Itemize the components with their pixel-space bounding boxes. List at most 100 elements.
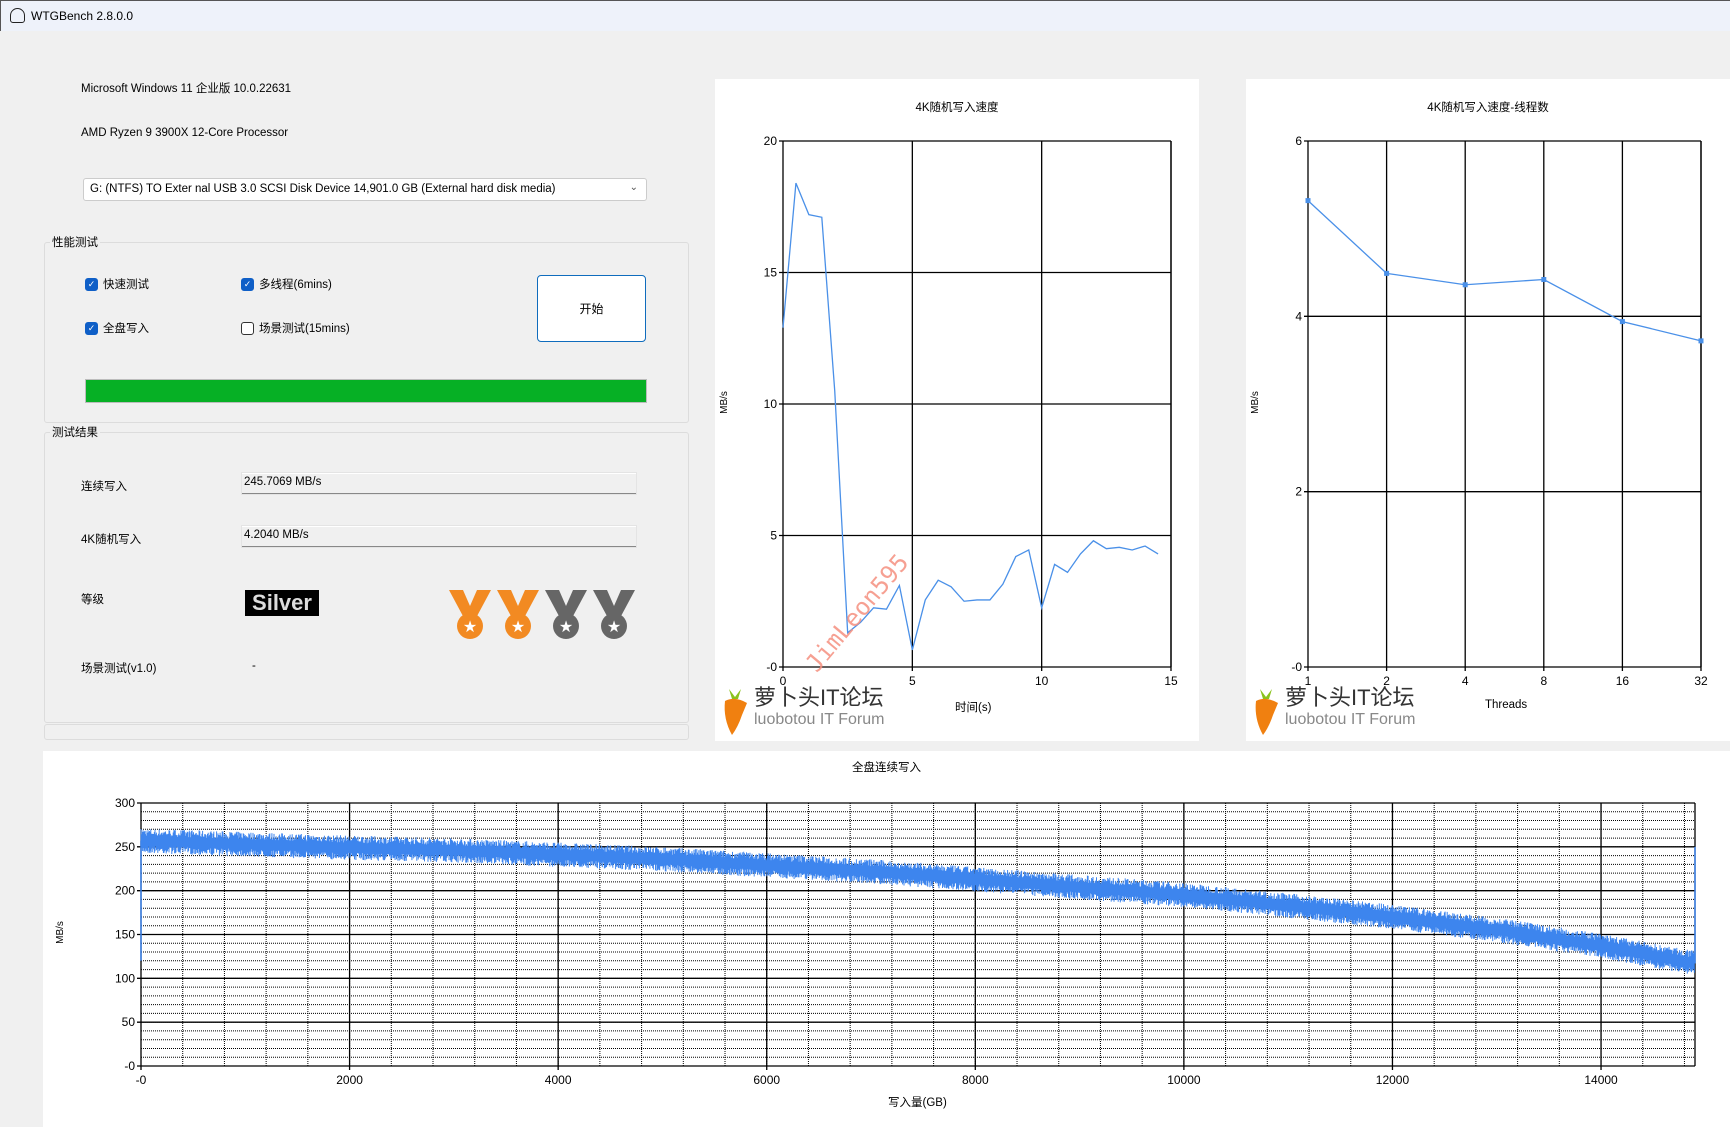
- rand4k-write-field[interactable]: 4.2040 MB/s: [242, 526, 636, 547]
- y-axis-label: MB/s: [1249, 391, 1261, 414]
- empty-group: [44, 724, 689, 740]
- data-point: [1698, 338, 1704, 344]
- medal-icon: ★: [545, 590, 587, 639]
- y-tick-label: -0: [124, 1059, 135, 1073]
- x-tick-label: 15: [1164, 674, 1178, 688]
- scenario-label: 场景测试(v1.0): [81, 663, 157, 675]
- series-line: [782, 182, 1159, 651]
- x-axis-label: Threads: [1485, 699, 1528, 711]
- rand4k-write-label: 4K随机写入: [81, 534, 142, 546]
- x-axis-label: 时间(s): [955, 702, 992, 714]
- y-tick-label: -0: [1291, 660, 1302, 674]
- y-axis-label: MB/s: [54, 921, 66, 944]
- y-tick-label: 15: [764, 266, 778, 280]
- x-tick-label: 1: [1305, 674, 1312, 688]
- chart-title: 4K随机写入速度-线程数: [1427, 102, 1549, 114]
- series-band: [140, 829, 1695, 974]
- x-tick-label: 32: [1694, 674, 1708, 688]
- window-title: WTGBench 2.8.0.0: [31, 9, 134, 23]
- logo-text-cn: 萝卜头IT论坛: [1285, 685, 1415, 710]
- data-point: [1541, 277, 1547, 283]
- y-tick-label: 150: [115, 928, 135, 942]
- logo-text-en: luobotou IT Forum: [1285, 711, 1416, 728]
- seq-write-field[interactable]: 245.7069 MB/s: [242, 473, 636, 494]
- checkbox-label: 快速测试: [103, 279, 149, 291]
- y-axis-label: MB/s: [718, 391, 730, 414]
- checkbox-box[interactable]: [241, 321, 254, 335]
- y-tick-label: 200: [115, 884, 135, 898]
- x-tick-label: 10000: [1167, 1073, 1201, 1087]
- x-tick-label: 10: [1035, 674, 1049, 688]
- x-tick-label: 16: [1616, 674, 1630, 688]
- medal-rating: ★ ★ ★ ★: [449, 590, 639, 642]
- svg-text:★: ★: [607, 619, 621, 636]
- data-point: [1462, 282, 1468, 288]
- os-info: Microsoft Windows 11 企业版 10.0.22631: [81, 83, 292, 95]
- x-axis-label: 写入量(GB): [888, 1097, 947, 1109]
- chart-full-disk-write: 全盘连续写入 -0 50 100 150 200 250 300 -0 2000 4000 6000…: [43, 751, 1730, 1127]
- y-tick-label: 10: [764, 397, 778, 411]
- x-tick-label: 0: [780, 674, 787, 688]
- perf-test-group: [44, 242, 689, 423]
- forum-logo: 萝卜头IT论坛 luobotou IT Forum: [720, 685, 884, 735]
- svg-text:★: ★: [559, 619, 573, 636]
- progress-bar: [85, 379, 647, 403]
- scenario-value: -: [252, 660, 256, 672]
- logo-text-cn: 萝卜头IT论坛: [754, 685, 884, 710]
- medal-icon: ★: [593, 590, 635, 639]
- x-tick-label: 12000: [1376, 1073, 1410, 1087]
- svg-text:★: ★: [511, 619, 525, 636]
- y-tick-label: 5: [770, 529, 777, 543]
- data-point: [1305, 198, 1311, 204]
- perf-test-group-label: 性能测试: [50, 234, 100, 250]
- disk-select-value: G: (NTFS) TO Exter nal USB 3.0 SCSI Disk…: [90, 183, 556, 195]
- checkbox-label: 全盘写入: [103, 323, 149, 335]
- x-tick-label: -0: [136, 1073, 147, 1087]
- medal-icon: ★: [449, 590, 491, 639]
- x-tick-label: 14000: [1584, 1073, 1618, 1087]
- x-tick-label: 8: [1540, 674, 1547, 688]
- chart-full-disk-plot: -0 50 100 150 200 250 300 -0 2000 4000 6000 8000 100…: [115, 796, 1696, 1087]
- x-tick-label: 4000: [545, 1073, 572, 1087]
- svg-text:★: ★: [463, 619, 477, 636]
- cpu-info: AMD Ryzen 9 3900X 12-Core Processor: [81, 127, 289, 139]
- forum-logo: 萝卜头IT论坛 luobotou IT Forum: [1251, 685, 1415, 735]
- y-tick-label: -0: [766, 660, 777, 674]
- x-tick-label: 4: [1462, 674, 1469, 688]
- app-gauge-icon: [10, 8, 25, 23]
- x-tick-label: 5: [909, 674, 916, 688]
- medal-icon: ★: [497, 590, 539, 639]
- title-bar: WTGBench 2.8.0.0: [0, 0, 1730, 31]
- results-group: [44, 432, 689, 723]
- logo-text-en: luobotou IT Forum: [754, 711, 885, 728]
- y-tick-label: 20: [764, 134, 778, 148]
- y-tick-label: 300: [115, 796, 135, 810]
- checkbox-quick-test[interactable]: ✓ 快速测试: [85, 276, 149, 292]
- progress-fill: [86, 380, 646, 402]
- start-button[interactable]: 开始: [537, 275, 646, 342]
- y-tick-label: 250: [115, 840, 135, 854]
- chevron-down-icon[interactable]: ⌄: [629, 182, 638, 193]
- checkbox-label: 场景测试(15mins): [259, 323, 350, 335]
- checkbox-box[interactable]: ✓: [85, 321, 98, 335]
- data-point: [1619, 319, 1625, 325]
- checkbox-multithread[interactable]: ✓ 多线程(6mins): [241, 276, 332, 292]
- x-tick-label: 6000: [753, 1073, 780, 1087]
- seq-write-label: 连续写入: [81, 481, 127, 493]
- grade-label: 等级: [81, 594, 104, 606]
- chart-title: 4K随机写入速度: [915, 102, 999, 114]
- series-line: [1307, 200, 1702, 342]
- chart-4k-threads: 4K随机写入速度-线程数 -0 2 4 6 1 2 4 8 16 32 Threads MB/s …: [1246, 79, 1730, 741]
- checkbox-scenario-test[interactable]: 场景测试(15mins): [241, 320, 350, 336]
- data-point: [1384, 270, 1390, 276]
- disk-select[interactable]: G: (NTFS) TO Exter nal USB 3.0 SCSI Disk…: [83, 178, 647, 201]
- y-tick-label: 6: [1295, 134, 1302, 148]
- checkbox-label: 多线程(6mins): [259, 279, 332, 291]
- checkbox-box[interactable]: ✓: [85, 277, 98, 291]
- results-group-label: 测试结果: [50, 424, 100, 440]
- carrot-logo-icon: [724, 689, 747, 735]
- checkbox-box[interactable]: ✓: [241, 277, 254, 291]
- y-tick-label: 100: [115, 971, 135, 985]
- checkbox-full-disk-write[interactable]: ✓ 全盘写入: [85, 320, 149, 336]
- chart-title: 全盘连续写入: [852, 762, 921, 774]
